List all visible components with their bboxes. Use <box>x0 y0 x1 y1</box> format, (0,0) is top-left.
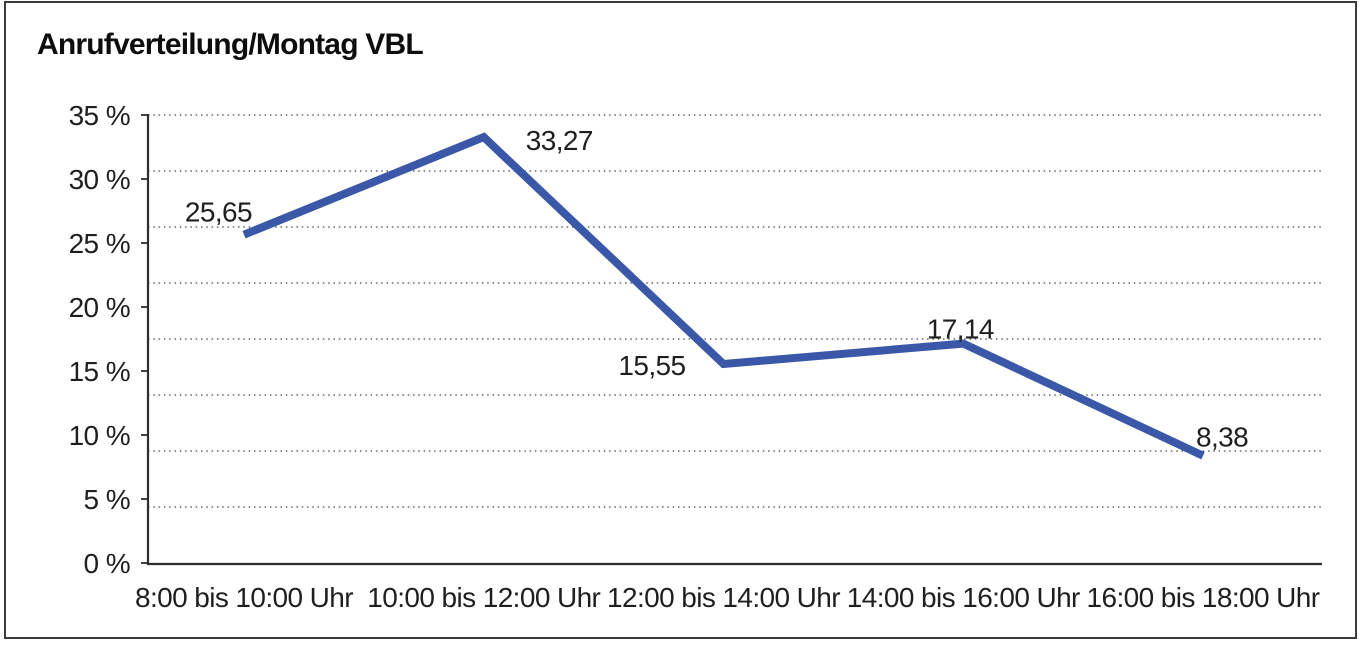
x-category-label: 16:00 bis 18:00 Uhr <box>1087 582 1320 613</box>
y-tick-label: 20 % <box>69 292 130 323</box>
data-point-label: 25,65 <box>185 197 252 228</box>
x-category-label: 10:00 bis 12:00 Uhr <box>367 582 600 613</box>
data-line <box>242 132 1205 460</box>
y-tick-label: 0 % <box>84 548 130 579</box>
x-category-label: 14:00 bis 16:00 Uhr <box>847 582 1080 613</box>
data-point-label: 33,27 <box>526 125 593 156</box>
y-tick-label: 25 % <box>69 228 130 259</box>
data-point-label: 17,14 <box>927 314 994 345</box>
y-tick-label: 35 % <box>69 100 130 131</box>
y-tick-label: 15 % <box>69 356 130 387</box>
x-category-label: 12:00 bis 14:00 Uhr <box>607 582 840 613</box>
data-point-label: 8,38 <box>1196 422 1248 453</box>
chart-title: Anrufverteilung/Montag VBL <box>37 28 424 61</box>
x-category-label: 8:00 bis 10:00 Uhr <box>135 582 353 613</box>
y-tick-label: 10 % <box>69 420 130 451</box>
y-tick-label: 5 % <box>84 484 130 515</box>
y-tick-label: 30 % <box>69 164 130 195</box>
data-point-label: 15,55 <box>618 350 685 381</box>
